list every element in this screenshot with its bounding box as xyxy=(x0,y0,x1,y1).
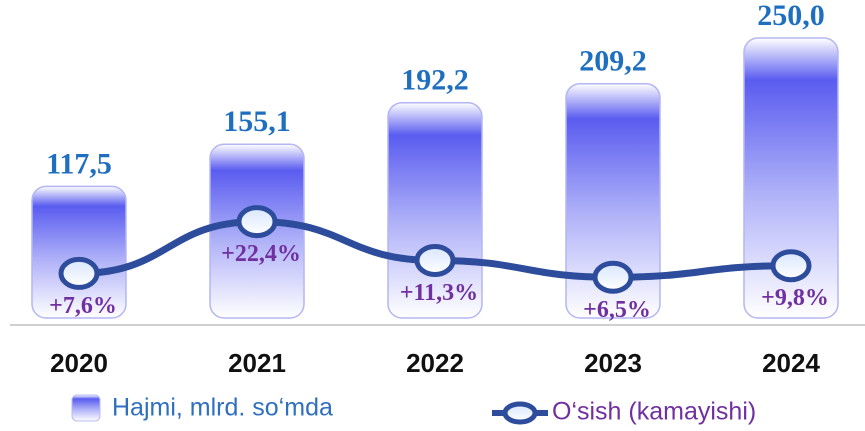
legend-bar-icon xyxy=(71,394,101,422)
line-marker xyxy=(58,256,100,290)
legend-marker-icon xyxy=(502,401,538,425)
x-tick-label: 2022 xyxy=(406,348,464,378)
bar-value-label: 192,2 xyxy=(401,64,469,97)
x-tick-label: 2020 xyxy=(50,348,108,378)
bar-value-label: 117,5 xyxy=(46,147,112,180)
line-value-label: +7,6% xyxy=(49,293,117,319)
bar xyxy=(565,82,661,319)
bar xyxy=(31,185,127,319)
line-value-label: +9,8% xyxy=(761,285,829,311)
line-marker xyxy=(414,243,456,277)
line-value-label: +6,5% xyxy=(583,297,651,323)
bar-value-label: 209,2 xyxy=(579,45,647,78)
bar-value-label: 155,1 xyxy=(223,105,291,138)
line-marker xyxy=(592,260,634,294)
x-tick-label: 2024 xyxy=(762,348,820,378)
x-tick-label: 2023 xyxy=(584,348,642,378)
bar xyxy=(743,37,839,319)
line-value-label: +22,4% xyxy=(221,241,301,267)
line-marker xyxy=(236,205,278,239)
legend: Hajmi, mlrd. so‘mda O‘sish (kamayishi) xyxy=(71,394,756,426)
legend-label: O‘sish (kamayishi) xyxy=(552,398,756,426)
line-marker xyxy=(770,249,812,283)
legend-label: Hajmi, mlrd. so‘mda xyxy=(112,394,333,422)
bar-value-label: 250,0 xyxy=(757,0,825,32)
line-value-label: +11,3% xyxy=(400,280,478,306)
x-tick-label: 2021 xyxy=(228,348,286,378)
